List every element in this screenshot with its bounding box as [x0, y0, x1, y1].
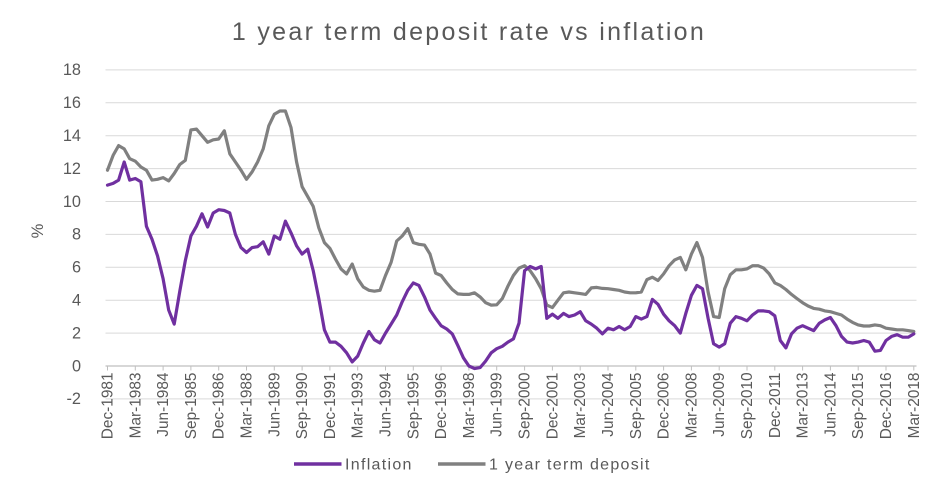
svg-text:12: 12: [63, 160, 81, 178]
svg-text:Mar-1998: Mar-1998: [461, 373, 478, 439]
svg-text:1 year term deposit rate vs in: 1 year term deposit rate vs inflation: [232, 18, 706, 46]
svg-text:Mar-2013: Mar-2013: [795, 373, 812, 439]
svg-text:Dec-1986: Dec-1986: [211, 373, 228, 440]
svg-text:Mar-2008: Mar-2008: [683, 373, 700, 439]
svg-text:Jun-2004: Jun-2004: [600, 372, 617, 437]
svg-text:1 year term deposit: 1 year term deposit: [489, 457, 651, 474]
svg-text:Jun-1999: Jun-1999: [489, 373, 506, 437]
svg-text:Sep-2010: Sep-2010: [739, 373, 756, 440]
svg-text:Mar-1988: Mar-1988: [239, 373, 256, 439]
svg-text:8: 8: [72, 226, 81, 244]
svg-text:Sep-2000: Sep-2000: [517, 373, 534, 440]
svg-text:6: 6: [72, 259, 81, 277]
svg-text:Sep-2005: Sep-2005: [628, 373, 645, 440]
svg-text:16: 16: [63, 94, 81, 112]
svg-text:-2: -2: [67, 390, 81, 408]
svg-text:18: 18: [63, 61, 81, 79]
svg-text:Dec-1991: Dec-1991: [322, 373, 339, 440]
svg-text:Sep-1985: Sep-1985: [183, 373, 200, 440]
svg-text:Dec-2006: Dec-2006: [656, 373, 673, 440]
svg-text:Sep-2015: Sep-2015: [850, 373, 867, 440]
svg-text:Dec-1996: Dec-1996: [433, 372, 450, 439]
svg-text:Mar-2018: Mar-2018: [906, 373, 923, 439]
svg-text:Sep-1990: Sep-1990: [294, 373, 311, 440]
svg-text:Dec-2001: Dec-2001: [544, 373, 561, 440]
svg-text:Mar-2003: Mar-2003: [572, 373, 589, 439]
svg-text:Mar-1983: Mar-1983: [127, 373, 144, 439]
svg-text:Jun-2014: Jun-2014: [822, 372, 839, 437]
svg-text:Jun-2009: Jun-2009: [711, 373, 728, 437]
svg-text:Mar-1993: Mar-1993: [350, 373, 367, 439]
svg-text:4: 4: [72, 292, 81, 310]
svg-text:14: 14: [63, 127, 81, 145]
svg-text:Dec-2011: Dec-2011: [767, 373, 784, 439]
svg-text:10: 10: [63, 193, 81, 211]
svg-text:Sep-1995: Sep-1995: [405, 373, 422, 440]
svg-text:Jun-1989: Jun-1989: [266, 373, 283, 437]
svg-text:0: 0: [72, 357, 81, 375]
svg-text:2: 2: [72, 324, 81, 342]
svg-text:Jun-1994: Jun-1994: [378, 372, 395, 437]
svg-text:Dec-1981: Dec-1981: [100, 373, 117, 440]
svg-text:Inflation: Inflation: [345, 457, 413, 474]
svg-text:%: %: [29, 223, 47, 238]
svg-text:Jun-1984: Jun-1984: [155, 372, 172, 437]
svg-text:Dec-2016: Dec-2016: [878, 373, 895, 440]
